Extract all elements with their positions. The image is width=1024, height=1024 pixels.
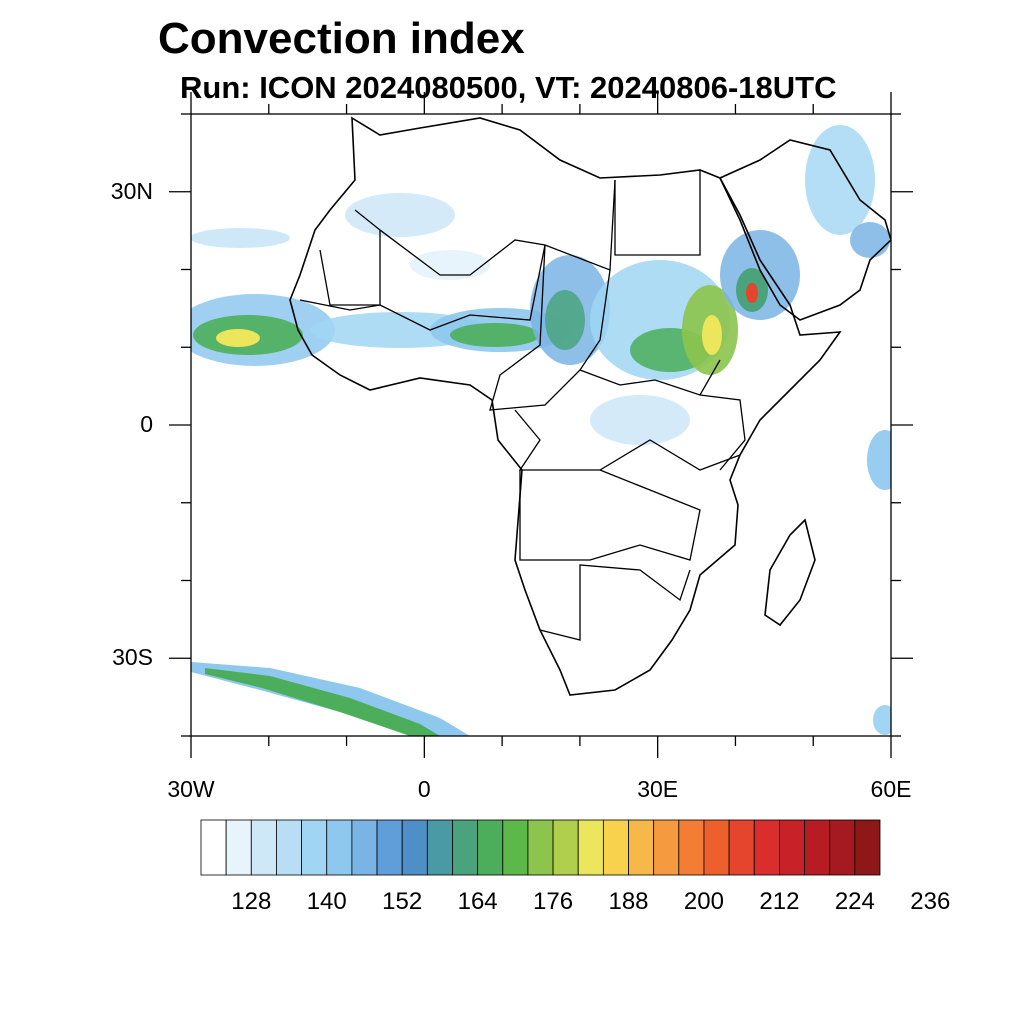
colorbar-swatch [779, 819, 805, 876]
colorbar-swatch [804, 819, 831, 876]
chart-title: Convection index [158, 14, 525, 63]
colorbar-swatch [552, 819, 579, 876]
field-atlantic-peak [216, 329, 260, 347]
colorbar-swatch [728, 819, 755, 876]
colorbar-swatch [376, 819, 403, 876]
colorbar-swatch [854, 819, 881, 876]
arabia-coastline [718, 139, 891, 321]
colorbar-swatch [200, 819, 227, 876]
coastlines [289, 116, 891, 696]
field-sahara-w [345, 193, 455, 237]
colorbar-swatch [703, 819, 730, 876]
field-nw-atlantic [191, 228, 290, 248]
colorbar-swatch [602, 819, 629, 876]
colorbar-label: 128 [231, 888, 272, 915]
colorbar-swatch [452, 819, 479, 876]
colorbar-label: 140 [306, 888, 347, 915]
field-indian-ocean [867, 430, 891, 490]
field-sahara-c [410, 250, 490, 280]
border-sahel [299, 244, 546, 331]
map-frame [190, 113, 892, 737]
field-indian-ocean-s [873, 705, 891, 735]
colorbar-label: 200 [683, 888, 724, 915]
border-southern [519, 469, 701, 561]
colorbar-swatch [326, 819, 353, 876]
colorbar-swatch [276, 819, 302, 876]
colorbar-swatch [250, 819, 277, 876]
colorbar-label: 212 [759, 888, 800, 915]
colorbar-swatch [502, 819, 529, 876]
axis-ticks [169, 92, 913, 758]
africa-coastline [289, 116, 842, 696]
colorbar-swatch [753, 819, 780, 876]
colorbar-swatch [653, 819, 680, 876]
colorbar-swatch [477, 819, 504, 876]
colorbar-swatch [628, 819, 655, 876]
colorbar-swatch [577, 819, 604, 876]
colorbar-label: 164 [457, 888, 498, 915]
colorbar-swatch [678, 819, 705, 876]
field-chad-core [545, 290, 585, 350]
colorbar-label: 188 [608, 888, 649, 915]
colorbar-swatch [426, 819, 453, 876]
convection-field [191, 125, 891, 736]
lon-tick-label: 0 [417, 776, 431, 802]
border-egypt [614, 170, 701, 256]
colorbar-swatch [527, 819, 554, 876]
colorbar-swatch [225, 819, 252, 876]
colorbar-label: 236 [910, 888, 951, 915]
colorbar-label: 224 [834, 888, 875, 915]
border-south [539, 564, 691, 641]
field-arabia-ne [805, 125, 875, 235]
field-sahel-central-core [450, 323, 540, 347]
field-arabia-gulf [850, 222, 890, 258]
field-south-atlantic-core [205, 668, 440, 736]
lat-tick-label: 0 [140, 411, 153, 437]
country-borders [299, 170, 746, 641]
colorbar-swatch [829, 819, 856, 876]
field-ethiopia-peak [702, 315, 722, 355]
field-redsea-peak [746, 283, 758, 303]
lon-tick-label: 30W [167, 776, 215, 802]
colorbar-swatch [301, 819, 328, 876]
lon-tick-label: 60E [870, 776, 912, 802]
colorbar [200, 819, 881, 876]
colorbar-swatch [401, 819, 428, 876]
colorbar-label: 152 [382, 888, 423, 915]
chart-subtitle: Run: ICON 2024080500, VT: 20240806-18UTC [180, 70, 837, 105]
colorbar-label: 176 [533, 888, 574, 915]
madagascar-coastline [764, 518, 816, 627]
border-east [699, 394, 746, 471]
colorbar-swatch [351, 819, 378, 876]
lat-tick-label: 30N [110, 177, 153, 204]
lon-tick-label: 30E [637, 776, 679, 802]
border-central [489, 244, 581, 411]
lat-tick-label: 30S [112, 644, 153, 671]
field-congo [590, 395, 690, 445]
